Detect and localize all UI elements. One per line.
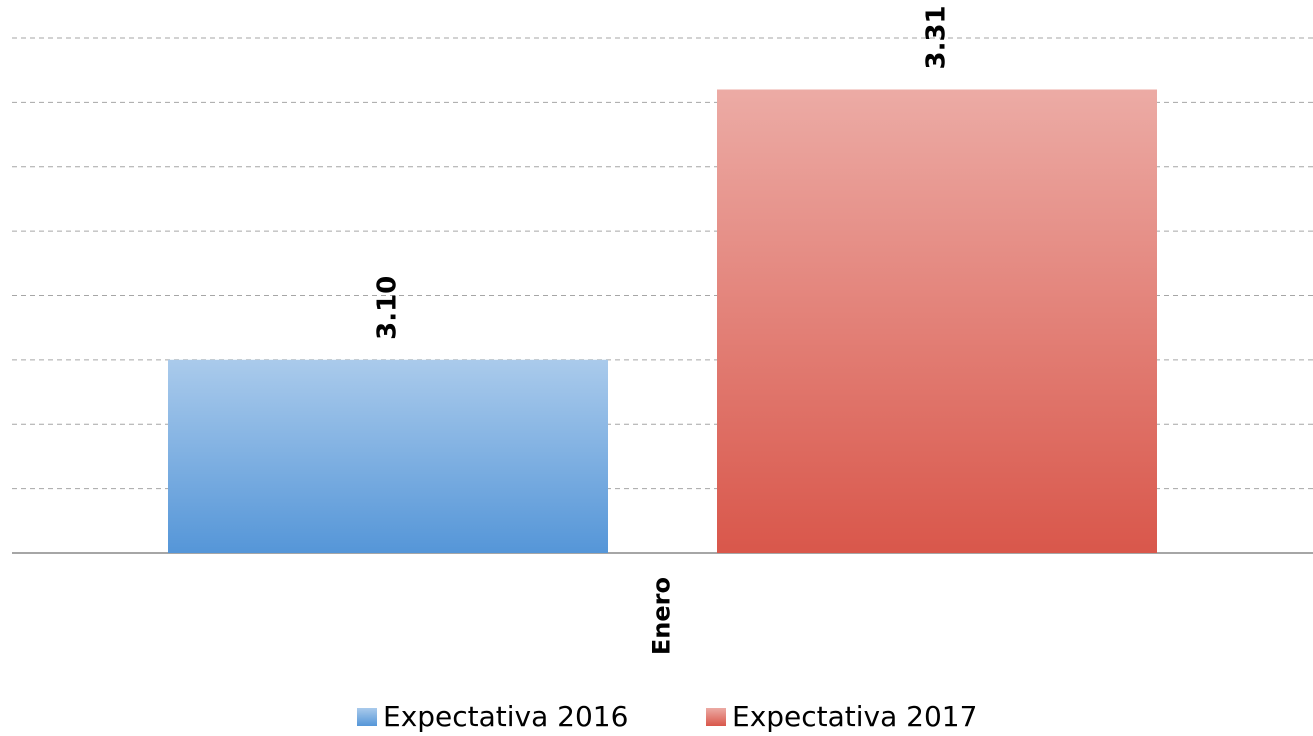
value-label: 3.31	[922, 5, 952, 69]
bar	[168, 359, 608, 553]
x-tick-label: Enero	[648, 577, 676, 655]
bar	[717, 89, 1157, 553]
legend-label: Expectativa 2017	[732, 700, 977, 733]
legend-label: Expectativa 2016	[383, 700, 628, 733]
value-label: 3.10	[373, 276, 403, 340]
legend-swatch-shine	[706, 708, 726, 726]
legend-swatch-shine	[357, 708, 377, 726]
